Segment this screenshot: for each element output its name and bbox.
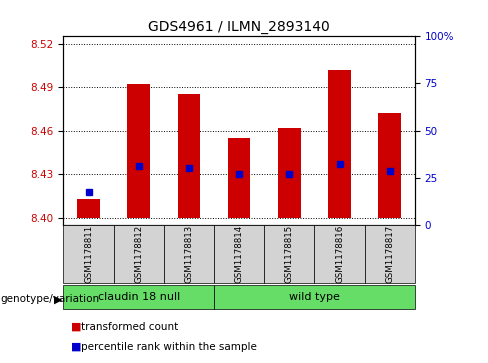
Text: claudin 18 null: claudin 18 null (98, 292, 180, 302)
FancyBboxPatch shape (214, 285, 415, 309)
Text: transformed count: transformed count (81, 322, 178, 332)
Text: GSM1178815: GSM1178815 (285, 225, 294, 283)
Title: GDS4961 / ILMN_2893140: GDS4961 / ILMN_2893140 (148, 20, 330, 34)
FancyBboxPatch shape (164, 225, 214, 283)
Bar (378, 113, 401, 218)
Bar (127, 84, 150, 218)
Bar (328, 70, 351, 218)
Text: GSM1178817: GSM1178817 (385, 225, 394, 283)
Text: ■: ■ (71, 342, 81, 352)
Text: ▶: ▶ (54, 294, 62, 305)
Text: percentile rank within the sample: percentile rank within the sample (81, 342, 256, 352)
Text: GSM1178814: GSM1178814 (235, 225, 244, 283)
FancyBboxPatch shape (264, 225, 314, 283)
Text: ■: ■ (71, 322, 81, 332)
FancyBboxPatch shape (63, 285, 214, 309)
FancyBboxPatch shape (314, 225, 365, 283)
Bar (77, 199, 100, 218)
Bar (228, 138, 250, 218)
Bar (178, 94, 200, 218)
Text: GSM1178811: GSM1178811 (84, 225, 93, 283)
Text: GSM1178812: GSM1178812 (134, 225, 143, 283)
FancyBboxPatch shape (214, 225, 264, 283)
Text: wild type: wild type (289, 292, 340, 302)
FancyBboxPatch shape (63, 225, 114, 283)
Bar (278, 128, 301, 218)
FancyBboxPatch shape (114, 225, 164, 283)
Text: GSM1178816: GSM1178816 (335, 225, 344, 283)
FancyBboxPatch shape (365, 225, 415, 283)
Text: genotype/variation: genotype/variation (0, 294, 99, 305)
Text: GSM1178813: GSM1178813 (184, 225, 193, 283)
